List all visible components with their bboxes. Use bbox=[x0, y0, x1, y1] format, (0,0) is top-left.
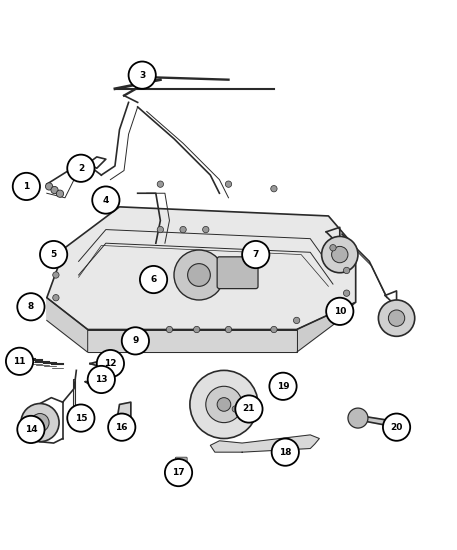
Text: 11: 11 bbox=[13, 357, 26, 366]
Circle shape bbox=[17, 416, 44, 443]
Circle shape bbox=[322, 236, 358, 273]
Circle shape bbox=[165, 459, 192, 486]
Text: 5: 5 bbox=[51, 250, 57, 259]
Circle shape bbox=[242, 241, 269, 268]
Circle shape bbox=[378, 300, 415, 336]
Text: 15: 15 bbox=[74, 414, 87, 422]
Polygon shape bbox=[360, 416, 404, 427]
Text: 7: 7 bbox=[253, 250, 259, 259]
FancyBboxPatch shape bbox=[175, 457, 187, 463]
Circle shape bbox=[140, 266, 167, 293]
Text: 3: 3 bbox=[139, 70, 145, 80]
Circle shape bbox=[97, 350, 124, 377]
Text: 10: 10 bbox=[334, 307, 346, 316]
Circle shape bbox=[108, 414, 135, 441]
Text: 2: 2 bbox=[78, 164, 84, 173]
Circle shape bbox=[271, 185, 277, 192]
Circle shape bbox=[193, 326, 200, 333]
Circle shape bbox=[51, 186, 58, 194]
Circle shape bbox=[332, 246, 348, 263]
Circle shape bbox=[157, 181, 164, 188]
FancyBboxPatch shape bbox=[169, 468, 181, 474]
Circle shape bbox=[241, 410, 248, 417]
Circle shape bbox=[53, 272, 59, 278]
Text: 20: 20 bbox=[390, 422, 403, 432]
Text: 9: 9 bbox=[132, 337, 138, 345]
Circle shape bbox=[188, 263, 210, 287]
Circle shape bbox=[393, 417, 409, 433]
Circle shape bbox=[67, 404, 95, 432]
FancyBboxPatch shape bbox=[173, 461, 185, 466]
Circle shape bbox=[293, 317, 300, 323]
Circle shape bbox=[217, 398, 231, 411]
Circle shape bbox=[388, 310, 405, 326]
Circle shape bbox=[53, 249, 59, 255]
Circle shape bbox=[237, 408, 243, 415]
Circle shape bbox=[17, 293, 44, 321]
Circle shape bbox=[180, 227, 186, 233]
Circle shape bbox=[348, 408, 368, 428]
Polygon shape bbox=[117, 402, 131, 436]
Circle shape bbox=[21, 404, 59, 442]
Text: 14: 14 bbox=[25, 425, 37, 434]
Circle shape bbox=[166, 326, 173, 333]
Circle shape bbox=[31, 414, 49, 432]
Circle shape bbox=[271, 438, 299, 466]
FancyBboxPatch shape bbox=[217, 257, 258, 289]
Text: 21: 21 bbox=[243, 404, 255, 414]
Circle shape bbox=[383, 414, 410, 441]
Polygon shape bbox=[90, 357, 117, 370]
Circle shape bbox=[13, 173, 40, 200]
Circle shape bbox=[343, 290, 350, 296]
Circle shape bbox=[88, 366, 115, 393]
Text: 6: 6 bbox=[150, 275, 157, 284]
Polygon shape bbox=[73, 379, 75, 414]
Circle shape bbox=[202, 227, 209, 233]
Text: 19: 19 bbox=[276, 382, 289, 391]
Circle shape bbox=[343, 267, 350, 274]
Circle shape bbox=[122, 327, 149, 355]
Circle shape bbox=[326, 298, 353, 325]
Polygon shape bbox=[85, 379, 111, 391]
Circle shape bbox=[271, 326, 277, 333]
Circle shape bbox=[235, 395, 263, 422]
Text: 4: 4 bbox=[103, 196, 109, 205]
Circle shape bbox=[92, 186, 119, 214]
FancyBboxPatch shape bbox=[171, 464, 183, 470]
Circle shape bbox=[103, 195, 109, 201]
Circle shape bbox=[225, 181, 232, 188]
Circle shape bbox=[6, 348, 33, 375]
Circle shape bbox=[128, 62, 156, 89]
Circle shape bbox=[225, 326, 232, 333]
Circle shape bbox=[232, 406, 239, 412]
Circle shape bbox=[40, 241, 67, 268]
Circle shape bbox=[45, 183, 53, 190]
Polygon shape bbox=[47, 207, 356, 329]
Polygon shape bbox=[210, 435, 319, 452]
Text: 16: 16 bbox=[116, 422, 128, 432]
Circle shape bbox=[206, 386, 242, 422]
Circle shape bbox=[174, 250, 224, 300]
Circle shape bbox=[190, 370, 258, 438]
Text: 12: 12 bbox=[104, 359, 117, 368]
Text: 13: 13 bbox=[95, 375, 107, 384]
Text: 17: 17 bbox=[172, 468, 185, 477]
Polygon shape bbox=[47, 298, 88, 352]
Circle shape bbox=[67, 155, 95, 182]
Text: 1: 1 bbox=[23, 182, 30, 191]
Circle shape bbox=[330, 245, 336, 251]
Polygon shape bbox=[88, 329, 297, 352]
Circle shape bbox=[53, 295, 59, 301]
Polygon shape bbox=[297, 302, 356, 352]
Circle shape bbox=[157, 227, 164, 233]
Circle shape bbox=[269, 373, 297, 400]
Circle shape bbox=[56, 190, 64, 197]
Text: 8: 8 bbox=[28, 302, 34, 311]
Text: 18: 18 bbox=[279, 448, 292, 456]
